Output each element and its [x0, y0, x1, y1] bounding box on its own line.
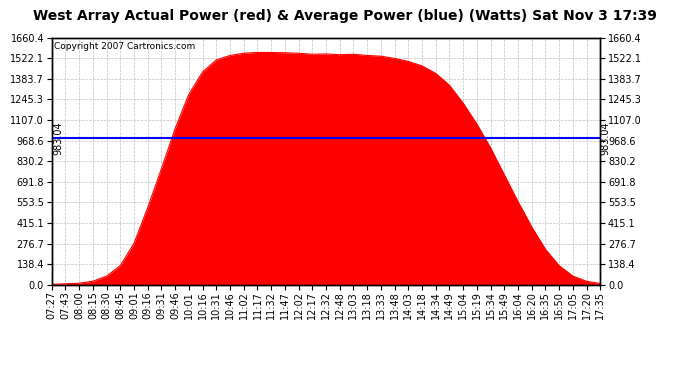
Text: 983.04: 983.04	[53, 122, 63, 155]
Text: West Array Actual Power (red) & Average Power (blue) (Watts) Sat Nov 3 17:39: West Array Actual Power (red) & Average …	[33, 9, 657, 23]
Text: Copyright 2007 Cartronics.com: Copyright 2007 Cartronics.com	[55, 42, 196, 51]
Text: 983.04: 983.04	[600, 122, 610, 155]
